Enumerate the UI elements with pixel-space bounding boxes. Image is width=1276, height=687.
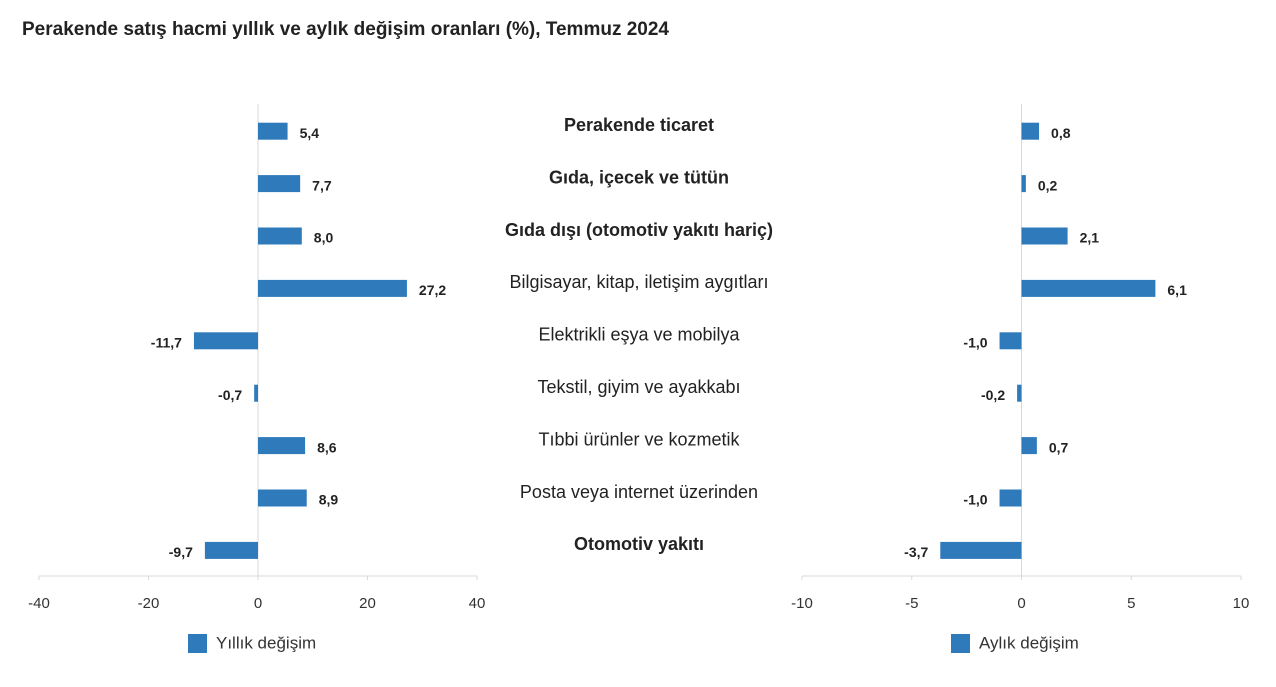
x-tick-label: 5 xyxy=(1127,595,1135,612)
category-label: Perakende ticaret xyxy=(564,115,714,135)
value-label: -9,7 xyxy=(169,544,193,560)
bar xyxy=(1021,437,1037,455)
value-label: -3,7 xyxy=(904,544,928,560)
bar xyxy=(999,489,1022,507)
x-tick-label: -10 xyxy=(791,595,813,612)
legend-swatch xyxy=(188,634,207,653)
category-label: Elektrikli eşya ve mobilya xyxy=(538,325,740,345)
x-tick-label: 0 xyxy=(254,595,262,612)
bar xyxy=(258,489,307,507)
bar xyxy=(1021,175,1026,193)
value-label: -0,2 xyxy=(981,387,1005,403)
x-tick-label: -20 xyxy=(138,595,160,612)
x-tick-label: -40 xyxy=(28,595,50,612)
value-label: 6,1 xyxy=(1167,282,1187,298)
bar xyxy=(1017,384,1022,402)
bar xyxy=(1021,279,1156,297)
value-label: 5,4 xyxy=(300,125,320,141)
value-label: 2,1 xyxy=(1080,230,1100,246)
bar xyxy=(258,122,288,140)
value-label: 27,2 xyxy=(419,282,446,298)
x-tick-label: 10 xyxy=(1233,595,1250,612)
bar xyxy=(258,227,302,245)
legend-swatch xyxy=(951,634,970,653)
x-tick-label: -5 xyxy=(905,595,918,612)
category-label: Otomotiv yakıtı xyxy=(574,534,704,554)
bar xyxy=(999,332,1022,350)
value-label: 0,8 xyxy=(1051,125,1071,141)
value-label: -0,7 xyxy=(218,387,242,403)
bar xyxy=(258,437,306,455)
value-label: -11,7 xyxy=(151,335,182,351)
bar xyxy=(254,384,258,402)
value-label: 0,7 xyxy=(1049,439,1069,455)
value-label: 8,6 xyxy=(317,439,337,455)
bar xyxy=(940,541,1022,559)
legend-label: Aylık değişim xyxy=(979,633,1079,652)
x-tick-label: 20 xyxy=(359,595,376,612)
bar xyxy=(193,332,258,350)
bar xyxy=(258,175,301,193)
bar xyxy=(1021,227,1068,245)
legend-label: Yıllık değişim xyxy=(216,633,316,652)
value-label: -1,0 xyxy=(963,335,987,351)
category-label: Tekstil, giyim ve ayakkabı xyxy=(537,377,740,397)
value-label: 0,2 xyxy=(1038,177,1058,193)
value-label: 8,9 xyxy=(319,492,339,508)
value-label: 7,7 xyxy=(312,177,332,193)
category-label: Posta veya internet üzerinden xyxy=(520,482,758,502)
category-label: Bilgisayar, kitap, iletişim aygıtları xyxy=(509,272,768,292)
bar xyxy=(258,279,407,297)
x-tick-label: 40 xyxy=(469,595,486,612)
category-label: Gıda, içecek ve tütün xyxy=(549,167,729,187)
chart-title: Perakende satış hacmi yıllık ve aylık de… xyxy=(22,19,669,40)
value-label: -1,0 xyxy=(963,492,987,508)
category-label: Gıda dışı (otomotiv yakıtı hariç) xyxy=(505,220,773,240)
category-label: Tıbbi ürünler ve kozmetik xyxy=(538,429,740,449)
value-label: 8,0 xyxy=(314,230,334,246)
x-tick-label: 0 xyxy=(1017,595,1025,612)
bar xyxy=(1021,122,1040,140)
bar xyxy=(204,541,258,559)
